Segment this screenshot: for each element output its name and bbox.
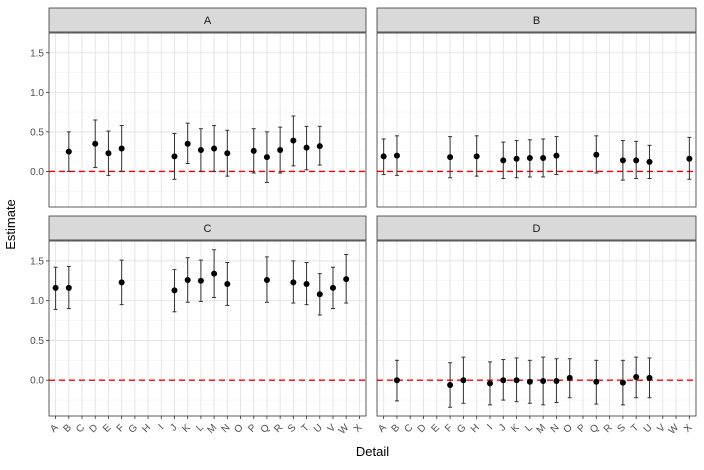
panel-background: [377, 241, 696, 416]
y-tick-label: 0.5: [30, 336, 44, 347]
data-point: [540, 154, 547, 161]
facet-strip: [376, 215, 697, 241]
data-point: [263, 154, 270, 161]
data-point: [250, 147, 257, 154]
data-point: [526, 154, 533, 161]
data-point: [171, 153, 178, 160]
panel-border: [376, 32, 697, 208]
data-point: [197, 147, 204, 154]
data-point: [105, 150, 112, 157]
data-point: [52, 284, 59, 291]
data-point: [593, 151, 600, 158]
data-point: [553, 152, 560, 159]
data-point: [500, 377, 507, 384]
facet-strip: [48, 7, 367, 33]
data-point: [619, 157, 626, 164]
data-point: [619, 379, 626, 386]
data-point: [473, 153, 480, 160]
data-point: [118, 279, 125, 286]
data-point: [303, 144, 310, 151]
facet-strip-label: C: [204, 223, 212, 235]
data-point: [65, 284, 72, 291]
x-tick-label: J: [168, 422, 179, 433]
data-point: [486, 380, 493, 387]
facet-strip-label: A: [204, 15, 212, 27]
data-point: [380, 153, 387, 160]
panel-border: [48, 240, 367, 417]
y-tick-label: 0.0: [30, 167, 44, 178]
facet-strip-label: B: [533, 15, 540, 27]
data-point: [316, 291, 323, 298]
data-point: [633, 157, 640, 164]
x-tick-label: I: [485, 422, 495, 432]
data-point: [211, 270, 218, 277]
data-point: [447, 381, 454, 388]
x-axis-title: Detail: [356, 444, 389, 459]
data-point: [197, 277, 204, 284]
panel-background: [377, 33, 696, 207]
data-point: [513, 155, 520, 162]
data-point: [303, 280, 310, 287]
data-point: [290, 279, 297, 286]
data-point: [92, 140, 99, 147]
data-point: [211, 145, 218, 152]
data-point: [633, 374, 640, 381]
data-point: [184, 276, 191, 283]
y-tick-label: 1.5: [30, 256, 44, 267]
data-point: [290, 137, 297, 144]
data-point: [566, 374, 573, 381]
data-point: [171, 287, 178, 294]
data-point: [224, 150, 231, 157]
panel-b: B: [376, 7, 697, 208]
data-point: [513, 377, 520, 384]
y-tick-label: 0.0: [30, 376, 44, 387]
data-point: [316, 143, 323, 150]
y-tick-label: 1.0: [30, 296, 44, 307]
data-point: [593, 378, 600, 385]
facet-strip: [48, 215, 367, 241]
data-point: [500, 157, 507, 164]
x-tick-label: J: [497, 422, 508, 433]
data-point: [447, 154, 454, 161]
data-point: [393, 377, 400, 384]
panel-d: DA B C D E F G H I J K L M N O P Q R S T U VW X: [376, 215, 697, 437]
data-point: [65, 148, 72, 155]
y-tick-label: 1.5: [30, 48, 44, 59]
panel-border: [376, 240, 697, 417]
data-point: [646, 158, 653, 165]
panel-background: [49, 241, 366, 416]
data-point: [540, 378, 547, 384]
data-point: [553, 378, 560, 384]
data-point: [224, 280, 231, 287]
data-point: [686, 155, 693, 162]
panel-a: A 0.0 0.5 1.0 1.5: [30, 7, 367, 208]
y-axis-title: Estimate: [3, 199, 18, 250]
data-point: [343, 276, 350, 283]
data-point: [263, 276, 270, 283]
x-tick-label: I: [157, 422, 167, 432]
data-point: [393, 152, 400, 159]
facet-strip: [376, 7, 697, 33]
data-point: [646, 374, 653, 381]
data-point: [277, 147, 284, 154]
data-point: [460, 377, 467, 384]
facet-strip-label: D: [533, 223, 541, 235]
y-tick-label: 1.0: [30, 88, 44, 99]
data-point: [184, 140, 191, 147]
data-point: [329, 284, 336, 291]
panel-border: [48, 32, 367, 208]
data-point: [118, 145, 125, 152]
y-tick-label: 0.5: [30, 127, 44, 138]
data-point: [526, 378, 533, 385]
panel-c: C0.00.51.01.5A B C D E F G H I J K L M N O P Q R S T U VW X: [30, 215, 367, 437]
panel-background: [49, 33, 366, 207]
